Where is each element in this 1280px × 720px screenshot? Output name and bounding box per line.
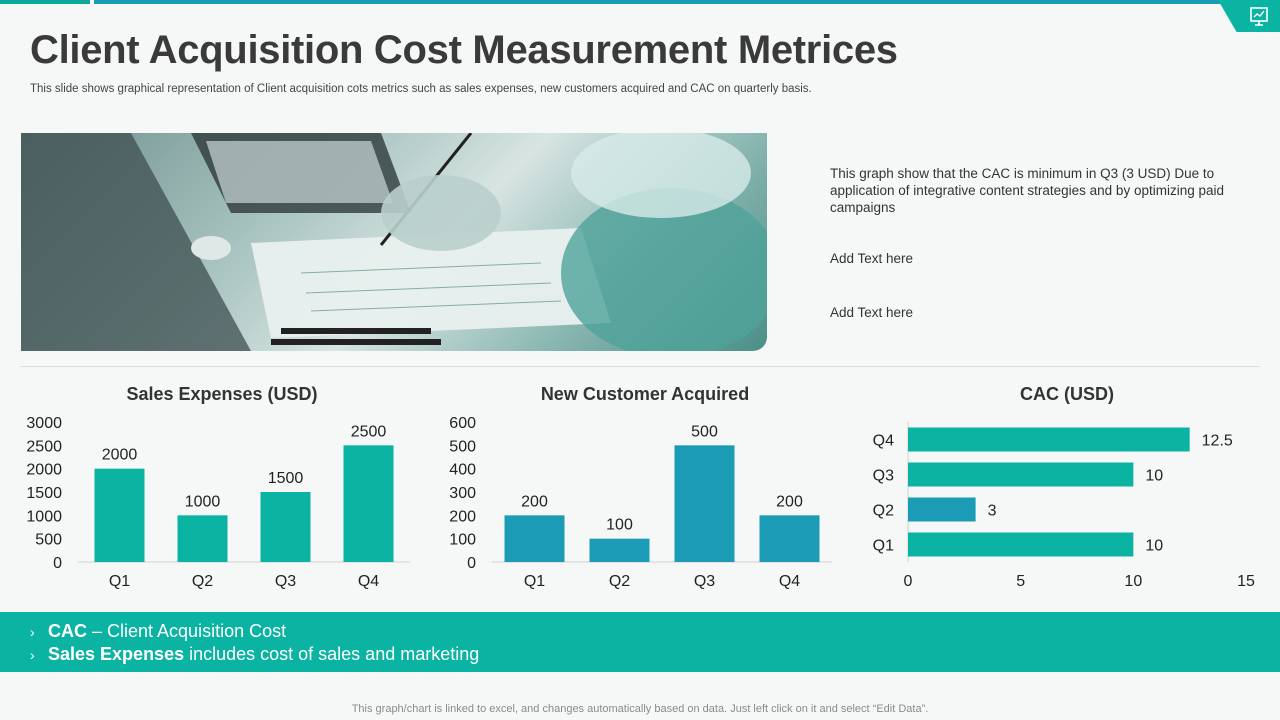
data-label: 200 xyxy=(521,493,548,510)
y-tick-label: 0 xyxy=(467,555,476,572)
y-tick-label: 3000 xyxy=(26,415,62,432)
x-tick-label: 0 xyxy=(904,573,913,590)
side-note-cac: This graph show that the CAC is minimum … xyxy=(830,166,1224,215)
bar xyxy=(177,515,228,562)
y-tick-label: 1000 xyxy=(26,508,62,525)
chart-title-new-customers: New Customer Acquired xyxy=(540,384,750,404)
bar xyxy=(759,515,820,562)
x-tick-label: Q3 xyxy=(275,573,296,590)
x-tick-label: Q2 xyxy=(609,573,630,590)
bar xyxy=(589,538,650,562)
business-meeting-photo xyxy=(21,133,767,351)
data-label: 12.5 xyxy=(1202,433,1233,450)
data-label: 3 xyxy=(988,503,997,520)
bar xyxy=(343,445,394,562)
y-tick-label: 600 xyxy=(449,415,476,432)
x-tick-label: 5 xyxy=(1016,573,1025,590)
x-tick-label: 10 xyxy=(1124,573,1142,590)
sales-expenses-chart: 0 500 1000 1500 2000 2500 3000 2000 Q1 1000 Q2 1500… xyxy=(26,415,410,590)
y-tick-label: 500 xyxy=(449,438,476,455)
y-tick-label: 200 xyxy=(449,508,476,525)
side-note-placeholder-1: Add Text here xyxy=(830,251,914,266)
chart-title-cac: CAC (USD) xyxy=(1020,384,1114,404)
x-tick-label: Q4 xyxy=(358,573,379,590)
side-note-placeholder-2: Add Text here xyxy=(830,305,914,320)
top-accent-bar xyxy=(0,0,90,4)
corner-badge xyxy=(1218,0,1280,32)
x-tick-label: Q2 xyxy=(192,573,213,590)
data-label: 200 xyxy=(776,493,803,510)
y-tick-label: Q4 xyxy=(873,433,894,450)
chart-title-sales-expenses: Sales Expenses (USD) xyxy=(126,384,318,404)
data-label: 100 xyxy=(606,517,633,534)
y-tick-label: 500 xyxy=(35,532,62,549)
section-divider xyxy=(20,366,1260,367)
data-label: 500 xyxy=(691,423,718,440)
y-tick-label: 1500 xyxy=(26,485,62,502)
y-tick-label: 300 xyxy=(449,485,476,502)
footer-note: This graph/chart is linked to excel, and… xyxy=(351,703,929,715)
definition-sales-expenses: › Sales Expenses includes cost of sales a… xyxy=(30,644,480,664)
y-tick-label: Q2 xyxy=(873,503,894,520)
data-label: 10 xyxy=(1145,538,1163,555)
y-tick-label: 100 xyxy=(449,532,476,549)
data-label: 2000 xyxy=(102,447,138,464)
data-label: 2500 xyxy=(351,423,387,440)
y-tick-label: 0 xyxy=(53,555,62,572)
chevron-right-icon: › xyxy=(30,647,35,663)
bar xyxy=(94,468,145,562)
bar xyxy=(908,497,976,522)
x-tick-label: Q4 xyxy=(779,573,800,590)
y-tick-label: Q1 xyxy=(873,538,894,555)
x-tick-label: Q1 xyxy=(109,573,130,590)
definition-cac: › CAC – Client Acquisition Cost xyxy=(30,621,287,641)
page-subtitle: This slide shows graphical representatio… xyxy=(30,83,812,95)
chevron-right-icon: › xyxy=(30,624,35,640)
definitions-band xyxy=(0,612,1280,672)
y-tick-label: 2000 xyxy=(26,462,62,479)
data-label: 1000 xyxy=(185,493,221,510)
page-title: Client Acquisition Cost Measurement Metr… xyxy=(30,28,898,72)
bar xyxy=(908,462,1134,487)
bar xyxy=(260,492,311,562)
bar xyxy=(908,427,1190,452)
data-label: 1500 xyxy=(268,470,304,487)
x-tick-label: Q3 xyxy=(694,573,715,590)
x-tick-label: Q1 xyxy=(524,573,545,590)
x-tick-label: 15 xyxy=(1237,573,1255,590)
data-label: 10 xyxy=(1145,468,1163,485)
top-bar xyxy=(94,0,1280,4)
y-tick-label: 2500 xyxy=(26,438,62,455)
bar xyxy=(504,515,565,562)
bar xyxy=(674,445,735,562)
cac-chart: 10 Q1 3 Q2 10 Q3 12.5 Q4 0 5 10 15 xyxy=(873,422,1255,590)
presentation-icon xyxy=(1250,7,1268,26)
new-customer-chart: 0 100 200 300 400 500 600 200 Q1 100 Q2 500 Q3 200 Q4 xyxy=(449,415,832,590)
bar xyxy=(908,532,1134,557)
y-tick-label: Q3 xyxy=(873,468,894,485)
y-tick-label: 400 xyxy=(449,462,476,479)
